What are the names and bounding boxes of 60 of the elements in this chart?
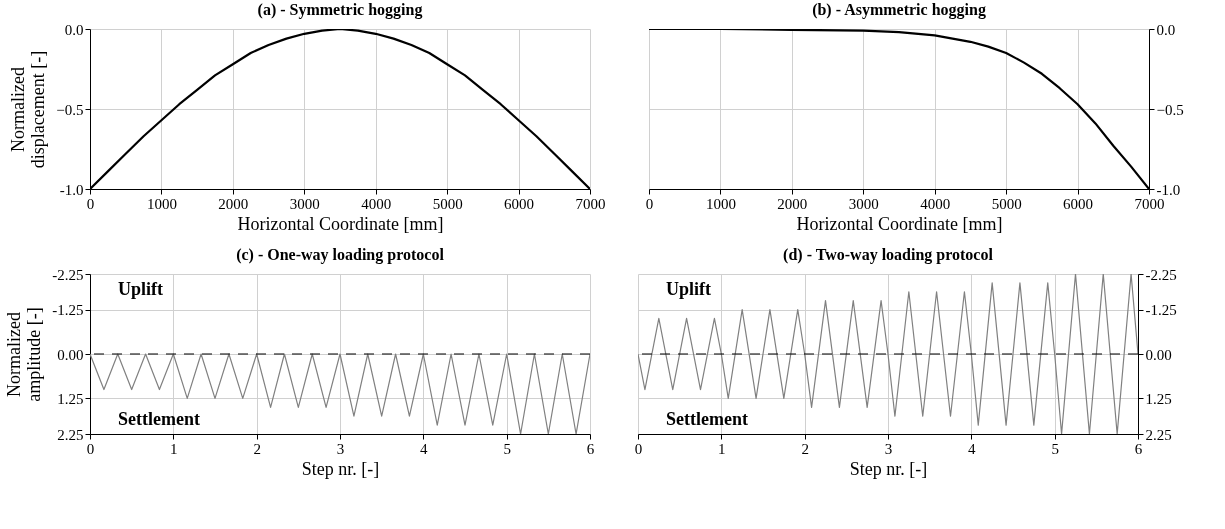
x-tick-label: 7000 — [1134, 195, 1165, 212]
y-tick-label: -1.0 — [59, 181, 84, 198]
x-tick-label: 3000 — [848, 195, 879, 212]
y-tick-label: −0.5 — [1156, 101, 1184, 118]
y-tick-label: 2.25 — [1145, 426, 1172, 443]
y-tick-label: −0.5 — [56, 101, 84, 118]
y-tick-label: -2.25 — [52, 266, 84, 283]
x-tick-label: 1000 — [146, 195, 177, 212]
annotation: Uplift — [666, 279, 712, 299]
y-tick-label: 0.0 — [64, 21, 84, 38]
x-tick-label: 1 — [170, 440, 178, 457]
x-tick-label: 4000 — [920, 195, 951, 212]
y-tick-label: 1.25 — [57, 390, 84, 407]
y-axis-title: Normalized amplitude [-] — [4, 307, 45, 402]
y-axis-title: Normalized displacement [-] — [8, 50, 49, 169]
y-tick-label: 0.0 — [1156, 21, 1176, 38]
y-tick-label: 0.00 — [57, 346, 84, 363]
x-tick-label: 5000 — [432, 195, 463, 212]
x-axis-title: Horizontal Coordinate [mm] — [237, 213, 444, 234]
x-axis-title: Step nr. [-] — [301, 458, 380, 479]
chart-title: (b) - Asymmetric hogging — [812, 1, 986, 19]
x-tick-label: 7000 — [575, 195, 606, 212]
chart-title: (d) - Two-way loading protocol — [783, 246, 994, 264]
x-tick-label: 4 — [968, 440, 977, 457]
y-tick-label: -1.0 — [1156, 181, 1181, 198]
x-tick-label: 6000 — [1063, 195, 1094, 212]
x-tick-label: 1000 — [705, 195, 736, 212]
x-tick-label: 3 — [336, 440, 345, 457]
x-tick-label: 3 — [884, 440, 893, 457]
chart-title: (c) - One-way loading protocol — [236, 246, 445, 264]
x-tick-label: 6 — [586, 440, 595, 457]
annotation: Settlement — [666, 409, 748, 429]
y-tick-label: 2.25 — [57, 426, 84, 443]
y-tick-label: -1.25 — [1145, 302, 1177, 319]
x-tick-label: 5000 — [991, 195, 1022, 212]
x-axis-title: Horizontal Coordinate [mm] — [796, 213, 1003, 234]
x-tick-label: 3000 — [289, 195, 320, 212]
x-tick-label: 1 — [718, 440, 726, 457]
annotation: Settlement — [118, 409, 200, 429]
x-tick-label: 6 — [1134, 440, 1143, 457]
x-tick-label: 2 — [253, 440, 261, 457]
y-tick-label: 0.00 — [1145, 346, 1172, 363]
x-axis-title: Step nr. [-] — [849, 458, 928, 479]
x-tick-label: 0 — [645, 195, 654, 212]
x-tick-label: 0 — [86, 440, 95, 457]
x-tick-label: 5 — [1051, 440, 1059, 457]
x-tick-label: 4 — [420, 440, 429, 457]
x-tick-label: 5 — [503, 440, 511, 457]
x-tick-label: 2000 — [777, 195, 808, 212]
x-tick-label: 0 — [86, 195, 95, 212]
x-tick-label: 2 — [801, 440, 809, 457]
x-tick-label: 6000 — [504, 195, 535, 212]
chart-title: (a) - Symmetric hogging — [257, 1, 423, 19]
x-tick-label: 2000 — [218, 195, 249, 212]
x-tick-label: 0 — [634, 440, 643, 457]
y-tick-label: -1.25 — [52, 302, 84, 319]
annotation: Uplift — [118, 279, 164, 299]
x-tick-label: 4000 — [361, 195, 392, 212]
y-tick-label: 1.25 — [1145, 390, 1172, 407]
y-tick-label: -2.25 — [1145, 266, 1177, 283]
